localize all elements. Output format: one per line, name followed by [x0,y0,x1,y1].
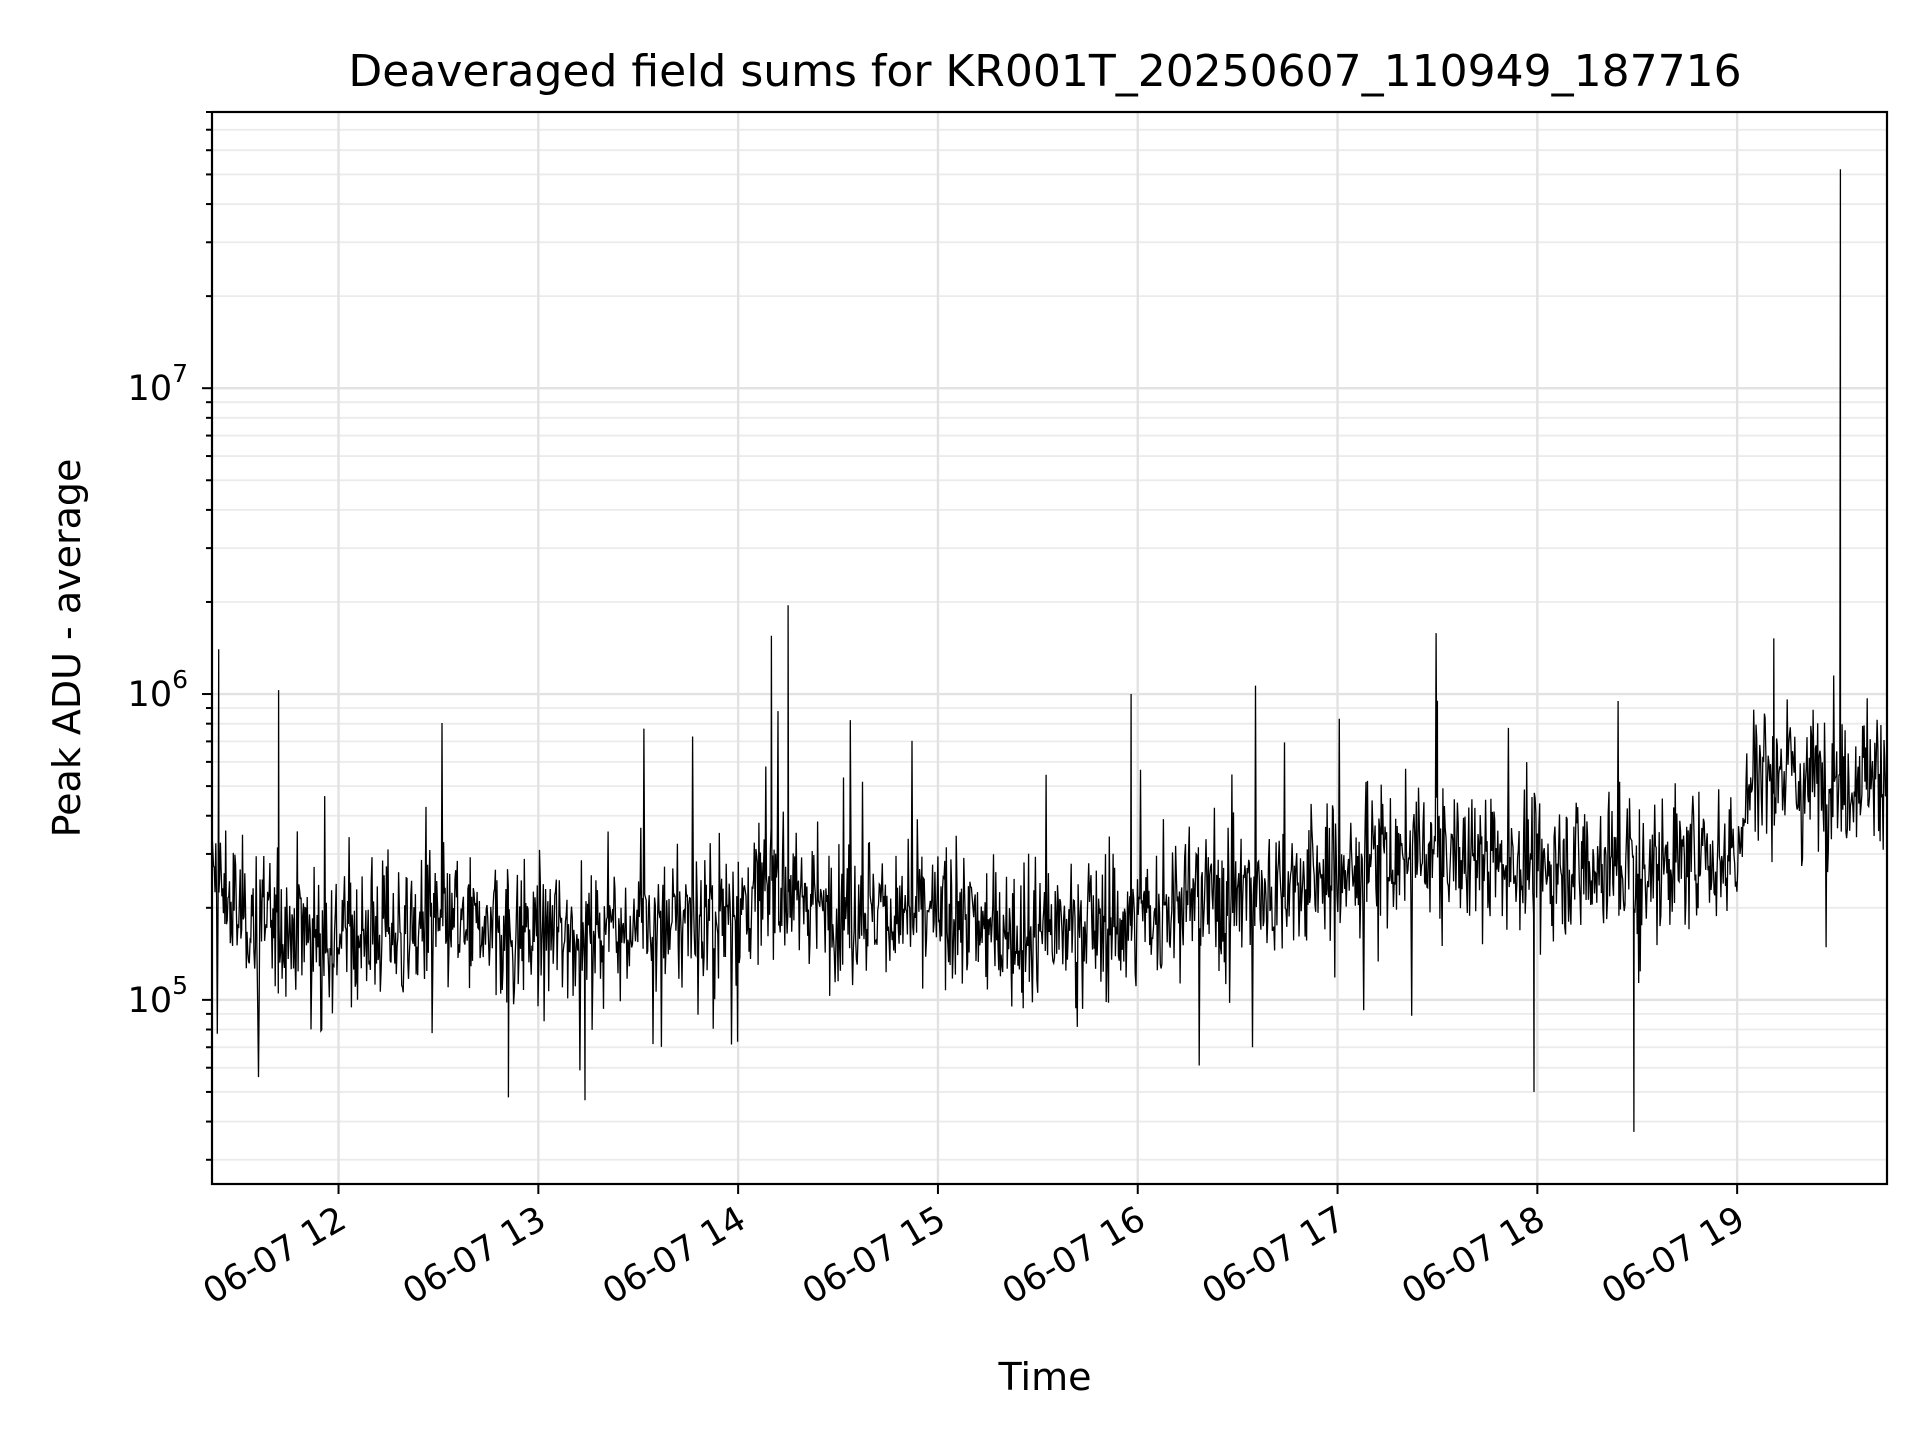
y-axis-ticks: 105 106 107 [128,111,212,1161]
y-tick-label: 105 [128,971,188,1021]
x-tick-label: 06-07 19 [1595,1199,1751,1312]
plot-frame [210,110,1889,1186]
x-tick-label: 06-07 14 [596,1199,752,1312]
chart-title: Deaveraged field sums for KR001T_2025060… [348,46,1741,97]
x-tick-label: 06-07 17 [1196,1199,1352,1312]
x-tick-label: 06-07 16 [996,1199,1152,1312]
x-tick-label: 06-07 18 [1396,1199,1552,1312]
x-tick-label: 06-07 13 [397,1199,553,1312]
x-axis-label: Time [998,1355,1092,1399]
data-series [211,169,1888,1132]
y-tick-label: 107 [128,359,188,409]
y-axis-label: Peak ADU - average [45,459,89,838]
grid-lines [212,111,1887,1184]
x-tick-label: 06-07 12 [197,1199,353,1312]
series-line [211,169,1888,1132]
y-tick-label: 106 [128,665,188,715]
x-tick-label: 06-07 15 [796,1199,952,1312]
x-axis-ticks: 06-07 12 06-07 13 06-07 14 06-07 15 06-07 16… [197,1184,1752,1312]
